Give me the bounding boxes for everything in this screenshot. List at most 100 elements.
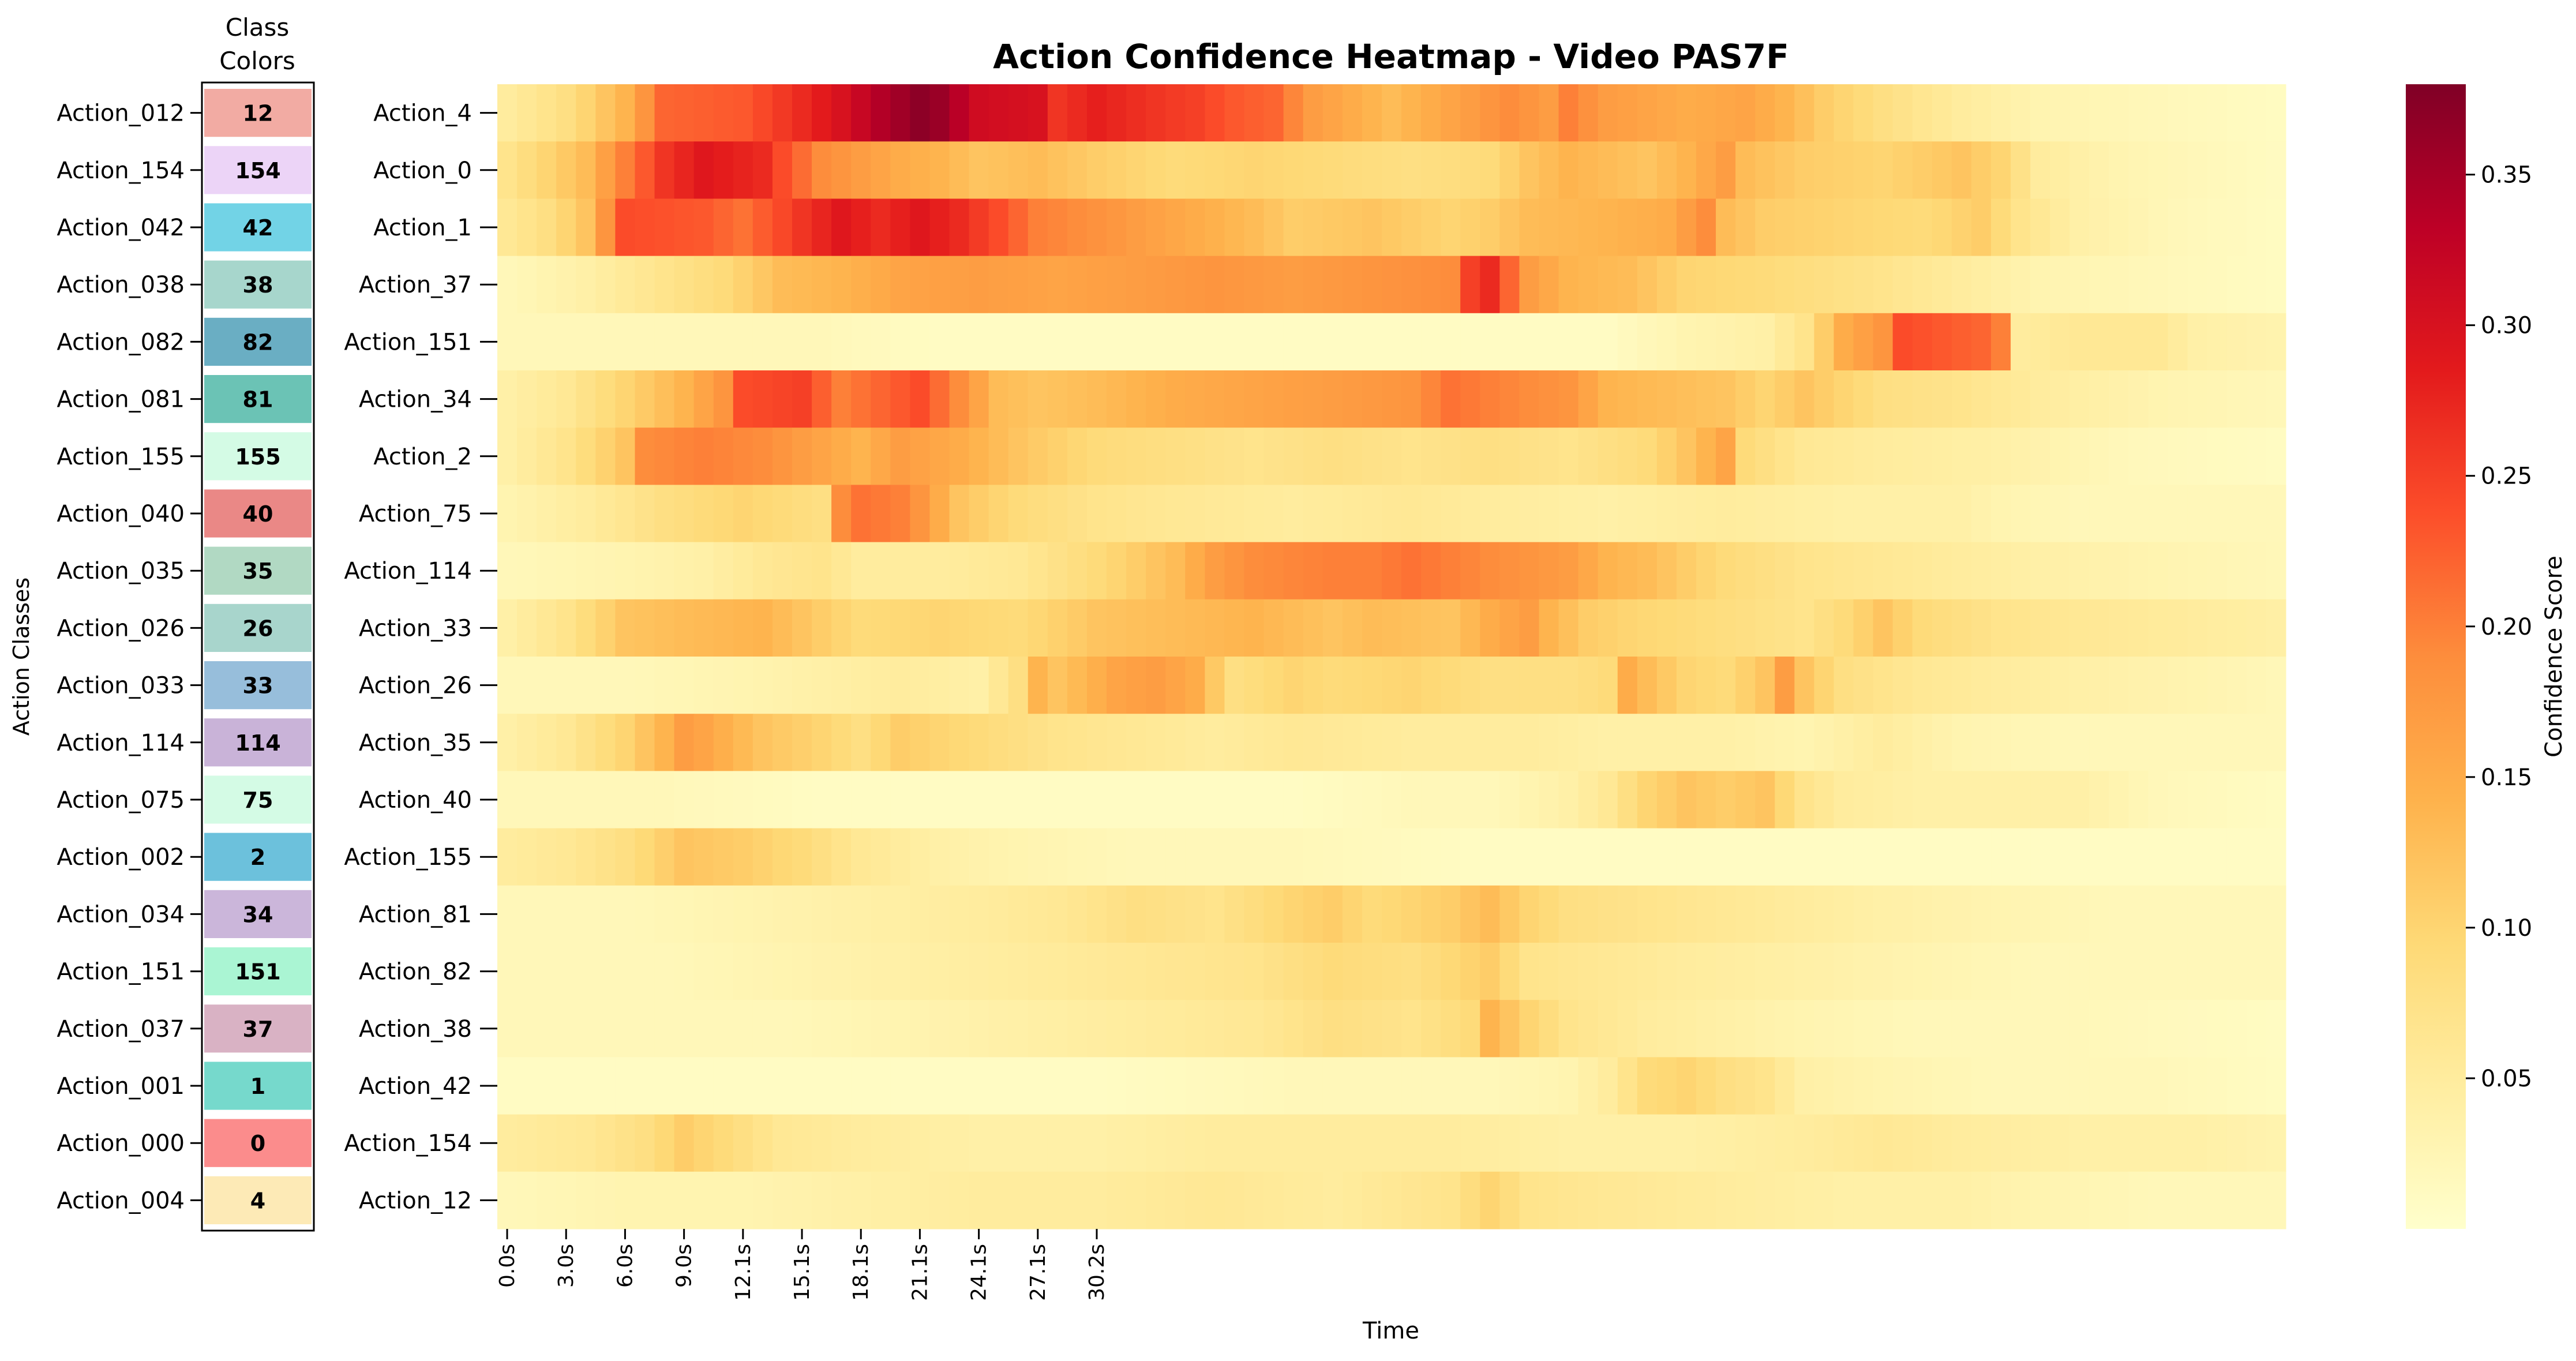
- heatmap-cell: [929, 84, 950, 142]
- heatmap-cell: [772, 1000, 793, 1058]
- heatmap-cell: [1165, 1057, 1186, 1115]
- heatmap-cell: [1499, 771, 1520, 829]
- heatmap-cell: [1303, 885, 1323, 943]
- heatmap-cell: [733, 370, 753, 428]
- heatmap-cell: [674, 1057, 695, 1115]
- heatmap-cell: [2226, 370, 2247, 428]
- heatmap-cell: [1519, 714, 1540, 771]
- heatmap-cell: [2168, 370, 2188, 428]
- heatmap-cell: [1008, 943, 1029, 1000]
- heatmap-cell: [2089, 771, 2110, 829]
- heatmap-cell: [1047, 657, 1068, 714]
- heatmap-cell: [929, 657, 950, 714]
- heatmap-cell: [1107, 1171, 1127, 1229]
- heatmap-cell: [1028, 485, 1048, 543]
- heatmap-cell: [1775, 828, 1795, 886]
- heatmap-cell: [1676, 771, 1697, 829]
- heatmap-cell: [1086, 599, 1107, 657]
- heatmap-cell: [831, 1114, 852, 1172]
- heatmap-cell: [497, 828, 518, 886]
- heatmap-cell: [2226, 313, 2247, 371]
- heatmap-cell: [1480, 771, 1500, 829]
- heatmap-cell: [1716, 1114, 1736, 1172]
- heatmap-cell: [674, 313, 695, 371]
- heatmap-cell: [792, 370, 812, 428]
- heatmap-cell: [635, 485, 655, 543]
- heatmap-cell: [1401, 198, 1422, 257]
- heatmap-cell: [871, 542, 891, 600]
- heatmap-cell: [1794, 256, 1815, 314]
- heatmap-cell: [2187, 1057, 2208, 1115]
- heatmap-cell: [1558, 599, 1579, 657]
- heatmap-cell: [1637, 1057, 1658, 1115]
- heatmap-cell: [1578, 1057, 1599, 1115]
- heatmap-cell: [792, 714, 812, 771]
- heatmap-cell: [812, 1057, 832, 1115]
- heatmap-cell: [1598, 1000, 1618, 1058]
- heatmap-cell: [1224, 313, 1245, 371]
- heatmap-cell: [497, 542, 518, 600]
- heatmap-cell: [1421, 885, 1441, 943]
- heatmap-cell: [752, 943, 773, 1000]
- heatmap-cell: [537, 141, 557, 199]
- heatmap-cell: [2246, 885, 2267, 943]
- heatmap-cell: [2128, 141, 2149, 199]
- heatmap-cell: [910, 313, 931, 371]
- heatmap-cell: [1205, 828, 1225, 886]
- heatmap-cell: [693, 84, 714, 142]
- heatmap-cell: [2030, 1000, 2050, 1058]
- heatmap-cell: [949, 943, 970, 1000]
- heatmap-cell: [1598, 1171, 1618, 1229]
- heatmap-cell: [1676, 714, 1697, 771]
- heatmap-cell: [1814, 84, 1835, 142]
- heatmap-cell: [1932, 198, 1952, 257]
- heatmap-cell: [2187, 370, 2208, 428]
- heatmap-cell: [910, 1114, 931, 1172]
- heatmap-cell: [1381, 542, 1402, 600]
- heatmap-cell: [1322, 657, 1343, 714]
- heatmap-cell: [1165, 1000, 1186, 1058]
- heatmap-cell: [1794, 313, 1815, 371]
- heatmap-cell: [1362, 198, 1382, 257]
- heatmap-cell: [1028, 1114, 1048, 1172]
- heatmap-cell: [1676, 141, 1697, 199]
- heatmap-cell: [812, 485, 832, 543]
- heatmap-cell: [2011, 370, 2031, 428]
- heatmap-cell: [1519, 828, 1540, 886]
- heatmap-cell: [1991, 771, 2011, 829]
- heatmap-cell: [1598, 828, 1618, 886]
- heatmap-row-label: Action_26: [359, 673, 472, 699]
- heatmap-cell: [910, 1000, 931, 1058]
- heatmap-cell: [674, 828, 695, 886]
- side-panel-title-line2: Colors: [219, 47, 295, 75]
- heatmap-cell: [792, 885, 812, 943]
- heatmap-cell: [1656, 1057, 1677, 1115]
- heatmap-cell: [1951, 485, 1972, 543]
- heatmap-cell: [1107, 943, 1127, 1000]
- heatmap-cell: [693, 428, 714, 485]
- heatmap-cell: [752, 485, 773, 543]
- heatmap-cell: [1401, 771, 1422, 829]
- heatmap-cell: [1755, 828, 1775, 886]
- heatmap-cell: [1322, 1057, 1343, 1115]
- heatmap-cell: [497, 1057, 518, 1115]
- heatmap-cell: [1401, 1114, 1422, 1172]
- heatmap-row-label: Action_114: [344, 558, 472, 584]
- heatmap-cell: [1086, 198, 1107, 257]
- heatmap-cell: [2207, 370, 2228, 428]
- heatmap-cell: [1656, 256, 1677, 314]
- heatmap-cell: [2030, 485, 2050, 543]
- heatmap-cell: [733, 1000, 753, 1058]
- heatmap-cell: [576, 657, 596, 714]
- heatmap-row-label: Action_40: [359, 787, 472, 813]
- heatmap-cell: [2148, 1000, 2169, 1058]
- heatmap-cell: [595, 256, 616, 314]
- heatmap-cell: [1598, 428, 1618, 485]
- heatmap-cell: [1303, 771, 1323, 829]
- heatmap-cell: [871, 428, 891, 485]
- heatmap-cell: [2207, 657, 2228, 714]
- heatmap-cell: [595, 1057, 616, 1115]
- heatmap-cell: [556, 771, 576, 829]
- heatmap-cell: [988, 828, 1009, 886]
- heatmap-cell: [988, 428, 1009, 485]
